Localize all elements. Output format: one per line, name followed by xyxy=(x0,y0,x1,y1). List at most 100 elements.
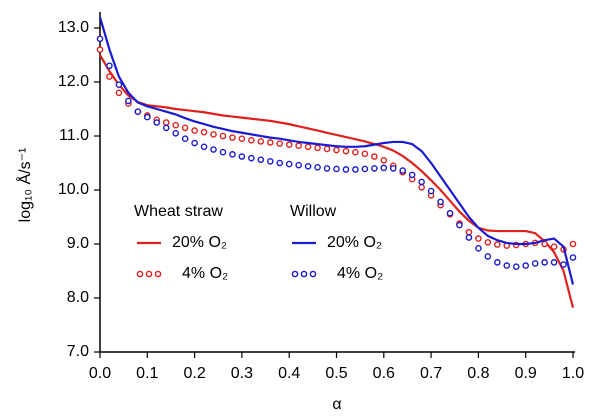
data-point xyxy=(465,228,473,236)
data-point xyxy=(257,156,265,164)
data-point xyxy=(96,35,104,43)
x-tick-label: 0.8 xyxy=(467,365,489,382)
data-point xyxy=(569,254,577,261)
data-point xyxy=(465,234,473,241)
data-point xyxy=(342,147,350,155)
data-point xyxy=(427,187,435,195)
data-point xyxy=(172,121,179,129)
data-point xyxy=(172,129,179,137)
data-point xyxy=(257,138,265,145)
data-point xyxy=(210,131,217,138)
data-point xyxy=(219,132,227,140)
data-point xyxy=(181,124,189,132)
data-point xyxy=(541,240,548,248)
data-point xyxy=(371,153,378,160)
legend-title: Willow xyxy=(290,203,337,220)
legend-marker xyxy=(154,270,162,278)
data-point xyxy=(352,166,359,173)
legend-label: 4% O₂ xyxy=(182,265,228,282)
data-point xyxy=(333,146,340,154)
data-point xyxy=(238,153,246,160)
data-point xyxy=(106,62,113,70)
data-point xyxy=(418,178,425,186)
y-tick-label: 9.0 xyxy=(67,235,89,252)
legend-marker xyxy=(136,270,144,278)
x-tick-label: 1.0 xyxy=(562,365,584,382)
x-tick-label: 0.3 xyxy=(231,365,253,382)
data-point xyxy=(371,165,378,172)
data-point xyxy=(162,124,170,132)
y-tick-label: 8.0 xyxy=(67,289,89,306)
data-point xyxy=(380,164,388,172)
data-point xyxy=(333,165,340,173)
data-point xyxy=(210,146,217,153)
data-point xyxy=(352,148,359,156)
data-point xyxy=(323,165,331,172)
legend-marker xyxy=(300,270,308,278)
data-point xyxy=(484,253,492,260)
data-point xyxy=(285,160,293,168)
y-tick-label: 7.0 xyxy=(67,343,89,360)
data-point xyxy=(314,164,321,171)
data-point xyxy=(342,166,350,173)
x-tick-label: 0.6 xyxy=(373,365,395,382)
x-tick-label: 0.4 xyxy=(278,365,300,382)
data-point xyxy=(456,221,463,229)
x-tick-label: 0.0 xyxy=(89,365,111,382)
data-point xyxy=(153,119,161,126)
data-point xyxy=(295,161,302,169)
x-tick-label: 0.2 xyxy=(183,365,205,382)
legend-marker xyxy=(309,270,317,278)
data-point xyxy=(560,261,567,268)
x-tick-label: 0.9 xyxy=(515,365,537,382)
x-tick-label: 0.1 xyxy=(136,365,158,382)
legend-title: Wheat straw xyxy=(134,203,223,220)
x-axis-label: α xyxy=(332,396,341,413)
y-axis-label: log₁₀ Å/s⁻¹ xyxy=(15,148,34,223)
data-line xyxy=(99,54,575,308)
data-point xyxy=(531,260,539,267)
data-point xyxy=(143,113,151,121)
data-point xyxy=(276,140,284,147)
data-point xyxy=(475,235,482,242)
data-point xyxy=(266,158,274,165)
data-point xyxy=(361,165,369,173)
legend-label: 4% O₂ xyxy=(337,265,383,282)
data-point xyxy=(191,127,198,134)
data-point xyxy=(512,263,520,270)
data-point xyxy=(569,240,577,248)
y-tick-label: 11.0 xyxy=(59,127,89,144)
data-point xyxy=(191,139,198,147)
data-point xyxy=(475,245,482,252)
data-line xyxy=(98,16,575,285)
data-point xyxy=(408,171,416,179)
data-point xyxy=(229,134,236,141)
x-tick-label: 0.7 xyxy=(420,365,442,382)
data-point xyxy=(522,262,530,269)
y-tick-label: 12.0 xyxy=(58,73,89,90)
data-point xyxy=(285,141,293,148)
data-point xyxy=(200,128,208,136)
data-point xyxy=(446,209,454,217)
legend-marker xyxy=(145,270,153,278)
legend-label: 20% O₂ xyxy=(172,234,227,251)
x-tick-label: 0.5 xyxy=(325,365,347,382)
data-point xyxy=(229,151,236,158)
data-point xyxy=(550,259,558,266)
data-point xyxy=(106,73,113,80)
data-point xyxy=(304,162,312,170)
data-point xyxy=(125,97,132,105)
data-point xyxy=(266,139,274,146)
data-point xyxy=(200,143,208,151)
data-point xyxy=(380,156,388,164)
data-point xyxy=(550,243,558,250)
data-point xyxy=(181,135,189,142)
y-tick-label: 10.0 xyxy=(58,181,89,198)
data-point xyxy=(389,165,397,172)
data-point xyxy=(314,144,321,152)
data-point xyxy=(494,241,501,248)
data-point xyxy=(437,198,444,206)
data-point xyxy=(418,183,425,191)
data-point xyxy=(295,142,302,150)
